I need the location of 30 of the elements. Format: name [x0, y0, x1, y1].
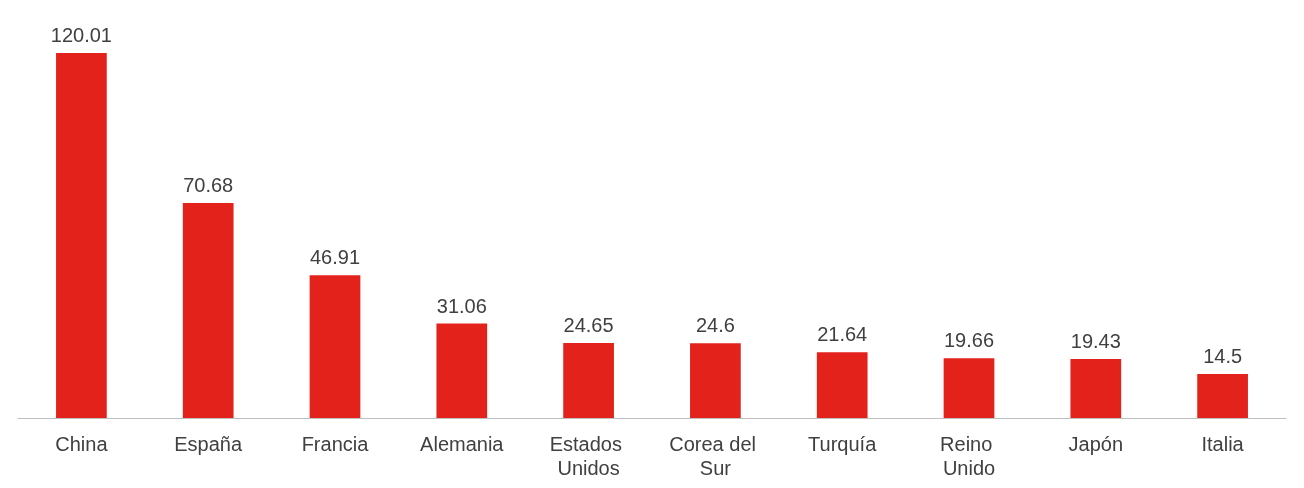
x-tick-label: Francia	[301, 433, 370, 455]
bar	[563, 343, 614, 418]
bar	[1197, 373, 1248, 418]
x-tick-label: China	[55, 433, 109, 455]
bar	[182, 203, 234, 418]
bar	[56, 53, 107, 418]
bar	[1070, 358, 1122, 418]
data-label: 70.68	[183, 174, 234, 197]
x-tick-label: Japón	[1068, 433, 1124, 455]
x-tick-label: Estados Unidos	[549, 433, 628, 479]
bar	[690, 343, 741, 418]
data-label: 46.91	[309, 246, 361, 269]
x-tick-label: Alemania	[420, 433, 505, 455]
data-label: 120.01	[50, 24, 112, 46]
data-label: 31.06	[436, 294, 487, 317]
x-tick-label: Corea del Sur	[669, 433, 762, 479]
bar	[309, 275, 361, 418]
data-label: 24.6	[695, 314, 735, 337]
data-label: 19.43	[1070, 329, 1121, 352]
bar	[816, 352, 868, 418]
data-label: 19.66	[943, 329, 995, 352]
x-tick-label: España	[174, 433, 243, 455]
x-tick-label: Italia	[1201, 433, 1245, 455]
bar	[436, 323, 488, 418]
bar	[943, 358, 995, 418]
x-tick-label: Reino Unido	[940, 433, 998, 479]
data-label: 14.5	[1203, 344, 1243, 367]
data-label: 24.65	[563, 314, 614, 337]
x-tick-label: Turquía	[808, 433, 878, 455]
data-label: 21.64	[817, 323, 868, 346]
